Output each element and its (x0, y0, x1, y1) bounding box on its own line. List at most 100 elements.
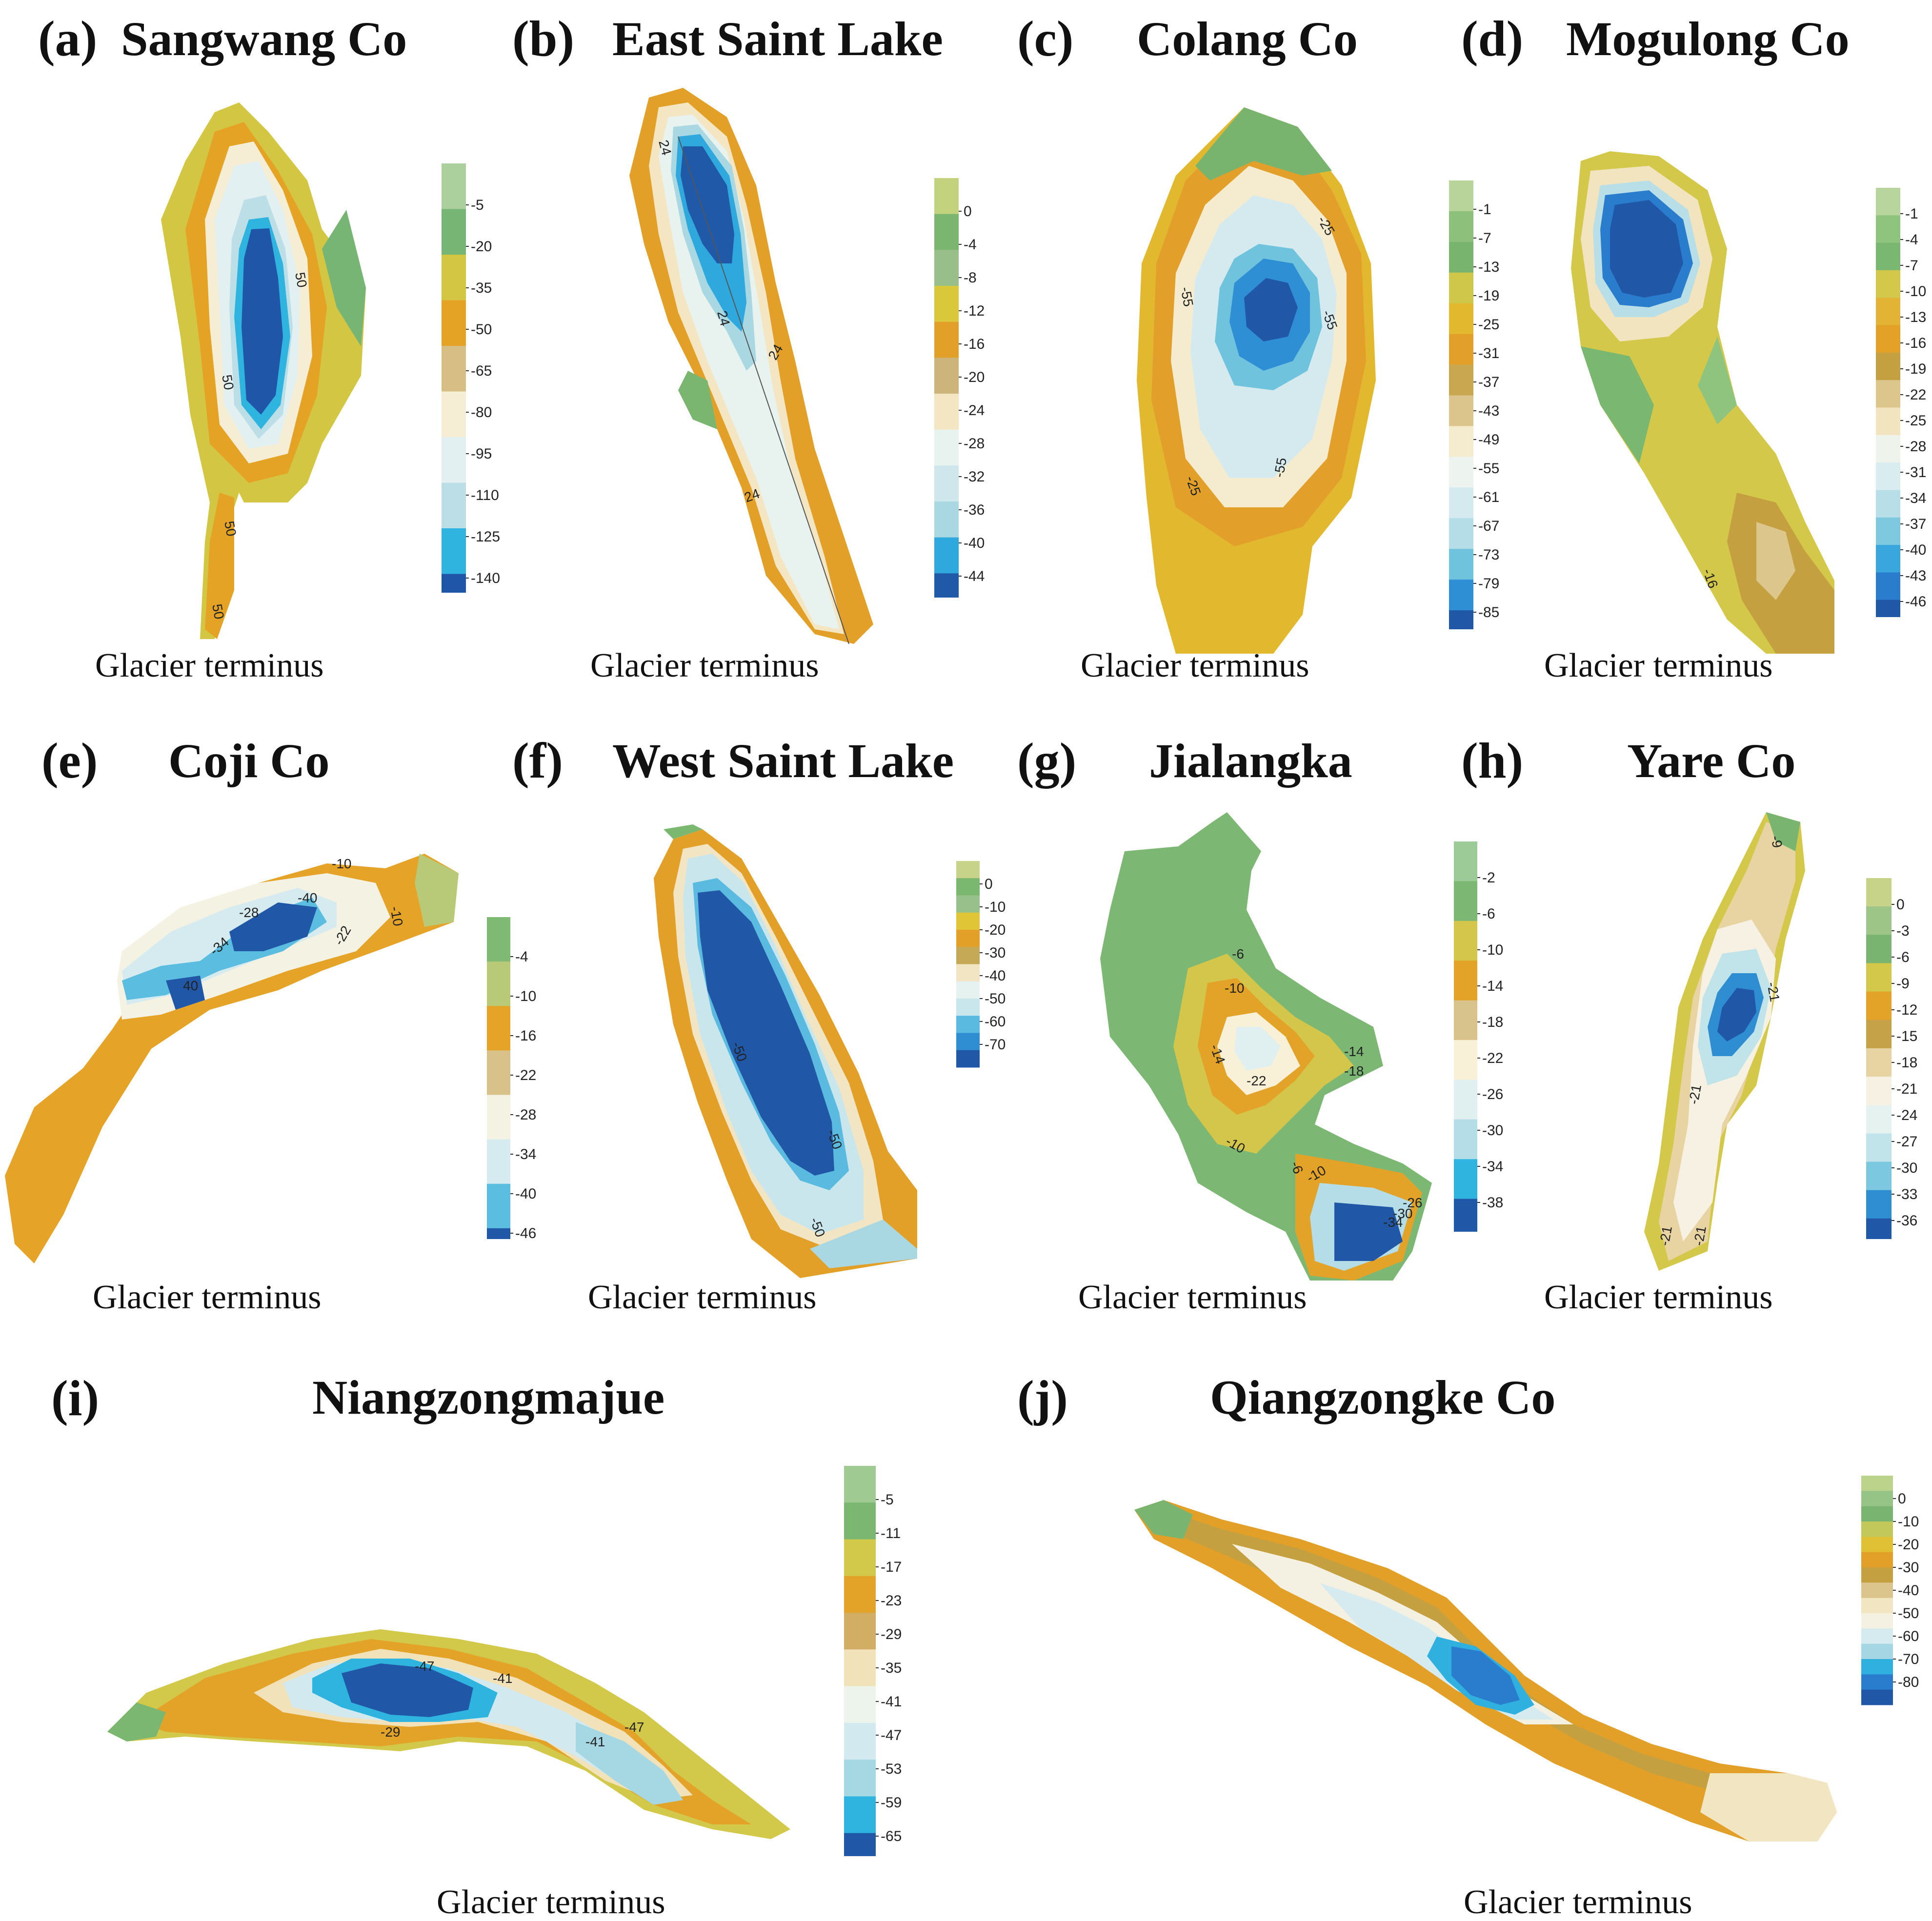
legend-label: -60 (1898, 1628, 1919, 1644)
legend-label: -40 (1898, 1582, 1919, 1599)
legend-swatch (1454, 1040, 1477, 1080)
legend-label: -20 (985, 922, 1006, 938)
legend-label: -36 (964, 502, 985, 518)
contour-label: -21 (1690, 1225, 1709, 1247)
legend-swatch (487, 1183, 510, 1229)
legend-swatch (1449, 364, 1473, 396)
legend-swatch (1866, 1077, 1892, 1105)
lake-bathymetry-map (1134, 1500, 1837, 1841)
legend-label: -46 (1905, 594, 1926, 610)
depth-zone (1234, 1027, 1281, 1071)
legend-swatch (1876, 600, 1900, 617)
legend-label: -5 (881, 1492, 894, 1508)
legend-label: -22 (1905, 387, 1926, 403)
legend-swatch (1861, 1613, 1893, 1629)
legend-label: -47 (881, 1727, 902, 1743)
legend-label: -10 (1482, 942, 1503, 958)
legend-swatch (1866, 1161, 1892, 1191)
legend-swatch (1861, 1659, 1893, 1675)
legend-label: -50 (471, 321, 492, 338)
legend-label: -14 (1482, 978, 1503, 994)
legend-label: -18 (1482, 1014, 1503, 1030)
legend-swatch (1866, 1105, 1892, 1134)
legend-swatch (1449, 334, 1473, 365)
legend-swatch (1876, 242, 1900, 271)
legend-label: -4 (1905, 232, 1918, 248)
legend-swatch (956, 1033, 980, 1051)
lake-bathymetry-map: -47 -41 -29 -41 -47 (107, 1629, 790, 1839)
legend-swatch (1866, 1218, 1892, 1239)
legend-swatch (1861, 1552, 1893, 1568)
legend-label: -59 (881, 1795, 902, 1811)
legend-swatch (1876, 545, 1900, 573)
legend-label: -28 (515, 1107, 536, 1123)
panel-tag: (h) (1461, 733, 1524, 789)
depth-zone (1700, 1773, 1837, 1841)
legend-label: -8 (964, 270, 977, 286)
legend-swatch (1454, 960, 1477, 1001)
legend-swatch (844, 1796, 876, 1834)
contour-label: -47 (624, 1720, 644, 1735)
lake-bathymetry-map: -50 -50 -50 (654, 824, 917, 1278)
legend-swatch (1454, 881, 1477, 921)
legend-label: -12 (964, 303, 985, 319)
depth-zone (1581, 346, 1654, 463)
legend-label: -18 (1896, 1055, 1917, 1071)
legend-label: -6 (1896, 949, 1910, 965)
glacier-terminus-label: Glacier terminus (93, 1279, 322, 1316)
panel-title: East Saint Lake (612, 12, 943, 66)
legend-label: -25 (1905, 413, 1926, 429)
panel-tag: (d) (1461, 11, 1524, 67)
legend-swatch (442, 574, 466, 593)
legend-swatch (934, 501, 959, 538)
legend-swatch (934, 178, 959, 215)
legend-swatch (956, 878, 980, 896)
lake-bathymetry-map: -10 -28 -40 -10 -34 -22 40 (5, 854, 459, 1263)
legend-swatch (844, 1466, 876, 1503)
legend-label: -4 (964, 237, 977, 253)
legend-label: -140 (471, 570, 500, 586)
legend-swatch (844, 1649, 876, 1687)
depth-zone (810, 1220, 917, 1268)
legend-label: -5 (471, 197, 484, 213)
legend-label: -10 (1898, 1514, 1919, 1530)
legend-swatch (1861, 1476, 1893, 1491)
legend-swatch (1449, 580, 1473, 611)
legend-swatch (1449, 180, 1473, 212)
legend-label: -26 (1482, 1086, 1503, 1102)
legend-swatch (956, 895, 980, 913)
contour-label: 40 (183, 978, 198, 993)
legend-swatch (1876, 215, 1900, 243)
legend-swatch (1449, 211, 1473, 242)
legend-swatch (1861, 1491, 1893, 1507)
legend-label: -34 (1482, 1159, 1503, 1175)
depth-zone (322, 210, 366, 346)
depth-legend: -5 -11 -17 -23 -29 -35 -41 -47 -53 -59 -65 (844, 1466, 902, 1856)
legend-label: -20 (1898, 1537, 1919, 1553)
legend-label: -11 (881, 1525, 901, 1541)
legend-swatch (1876, 352, 1900, 380)
panel-tag: (c) (1017, 11, 1074, 67)
legend-label: -40 (985, 968, 1006, 984)
depth-zone (166, 976, 205, 1010)
legend-swatch (934, 321, 959, 358)
legend-label: -19 (1478, 288, 1499, 304)
lake-bathymetry-map: 50 50 50 50 (161, 102, 366, 639)
legend-swatch (844, 1833, 876, 1856)
depth-zone (664, 824, 703, 839)
legend-swatch (1449, 272, 1473, 304)
legend-swatch (956, 981, 980, 999)
legend-swatch (1449, 426, 1473, 457)
survey-line (678, 136, 849, 644)
legend-label: -4 (515, 949, 528, 965)
legend-label: -1 (1478, 201, 1491, 218)
panel-title: Sangwang Co (121, 12, 407, 66)
legend-label: -55 (1478, 460, 1499, 477)
legend-label: -37 (1478, 374, 1499, 390)
legend-label: -80 (1898, 1674, 1919, 1690)
glacier-terminus-label: Glacier terminus (588, 1279, 817, 1316)
legend-label: -125 (471, 529, 500, 545)
legend-swatch (1866, 1133, 1892, 1162)
depth-zone (242, 228, 283, 415)
legend-swatch (1861, 1689, 1893, 1705)
